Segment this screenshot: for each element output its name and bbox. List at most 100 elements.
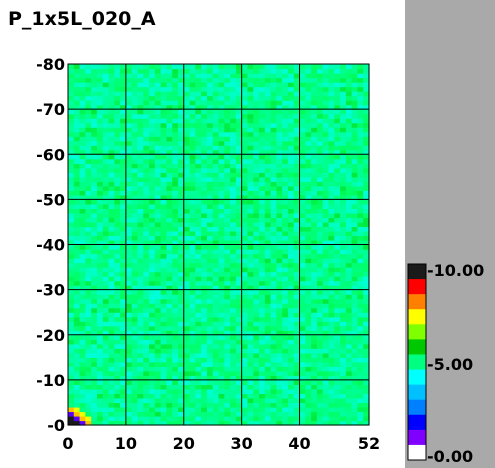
heatmap-cell — [131, 361, 139, 367]
heatmap-cell — [114, 325, 121, 331]
heatmap-cell — [195, 325, 202, 331]
heatmap-cell — [68, 172, 75, 178]
heatmap-cell — [96, 217, 104, 223]
heatmap-cell — [276, 352, 283, 358]
heatmap-cell — [311, 361, 318, 367]
heatmap-cell — [172, 276, 179, 282]
heatmap-cell — [311, 352, 318, 358]
heatmap-cell — [276, 239, 283, 246]
heatmap-cell — [328, 334, 335, 340]
heatmap-cell — [259, 118, 266, 124]
heatmap-cell — [224, 271, 231, 277]
heatmap-cell — [241, 375, 249, 381]
heatmap-cell — [183, 145, 191, 151]
heatmap-cell — [102, 393, 110, 399]
heatmap-cell — [340, 397, 347, 404]
heatmap-cell — [345, 226, 353, 232]
heatmap-cell — [201, 167, 208, 173]
heatmap-cell — [212, 208, 220, 214]
heatmap-cell — [96, 339, 104, 345]
heatmap-cell — [282, 64, 289, 70]
heatmap-cell — [322, 77, 330, 83]
heatmap-cell — [270, 122, 277, 128]
heatmap-cell — [311, 176, 318, 182]
heatmap-cell — [235, 352, 243, 358]
heatmap-cell — [131, 167, 139, 173]
heatmap-cell — [108, 321, 115, 327]
heatmap-cell — [177, 249, 185, 255]
heatmap-cell — [137, 397, 144, 404]
heatmap-cell — [189, 303, 196, 309]
heatmap-cell — [224, 285, 231, 291]
heatmap-cell — [120, 100, 127, 106]
heatmap-cell — [96, 91, 104, 97]
heatmap-cell — [340, 276, 347, 282]
heatmap-cell — [264, 334, 272, 340]
heatmap-cell — [311, 244, 318, 250]
heatmap-cell — [160, 280, 168, 286]
heatmap-cell — [73, 357, 81, 363]
heatmap-cell — [189, 185, 196, 191]
heatmap-cell — [299, 370, 306, 376]
heatmap-cell — [264, 118, 272, 124]
heatmap-cell — [68, 330, 75, 336]
heatmap-cell — [293, 285, 301, 291]
heatmap-cell — [218, 136, 225, 142]
heatmap-cell — [73, 406, 81, 413]
y-tick-label: -10 — [36, 371, 65, 390]
heatmap-cell — [114, 185, 121, 191]
heatmap-cell — [206, 64, 214, 70]
heatmap-cell — [154, 95, 162, 101]
heatmap-cell — [114, 158, 121, 164]
heatmap-cell — [264, 181, 272, 187]
heatmap-cell — [293, 321, 301, 327]
heatmap-cell — [299, 411, 306, 417]
heatmap-cell — [212, 366, 220, 372]
heatmap-cell — [131, 375, 139, 381]
heatmap-cell — [195, 64, 202, 70]
heatmap-cell — [299, 91, 306, 97]
heatmap-cell — [154, 321, 162, 327]
heatmap-cell — [218, 194, 225, 200]
heatmap-cell — [143, 239, 150, 246]
heatmap-cell — [154, 145, 162, 151]
heatmap-cell — [102, 352, 110, 358]
heatmap-cell — [120, 230, 127, 237]
heatmap-cell — [79, 415, 86, 422]
heatmap-cell — [166, 131, 173, 137]
heatmap-cell — [149, 258, 156, 264]
heatmap-cell — [91, 230, 98, 237]
heatmap-cell — [154, 167, 162, 173]
heatmap-cell — [334, 402, 341, 408]
heatmap-cell — [108, 253, 115, 259]
heatmap-cell — [114, 271, 121, 277]
heatmap-cell — [218, 163, 225, 169]
heatmap-cell — [201, 194, 208, 200]
heatmap-cell — [311, 194, 318, 200]
heatmap-cell — [154, 406, 162, 413]
heatmap-cell — [299, 221, 306, 228]
heatmap-cell — [102, 217, 110, 223]
heatmap-cell — [253, 370, 260, 376]
heatmap-cell — [218, 82, 225, 88]
heatmap-cell — [143, 221, 150, 228]
heatmap-cell — [247, 190, 254, 196]
heatmap-cell — [125, 77, 133, 83]
heatmap-cell — [177, 325, 185, 331]
heatmap-cell — [96, 176, 104, 182]
heatmap-cell — [149, 208, 156, 214]
heatmap-cell — [230, 86, 237, 92]
heatmap-cell — [143, 393, 150, 399]
heatmap-cell — [276, 411, 283, 417]
heatmap-cell — [125, 68, 133, 74]
x-tick-label: 10 — [115, 434, 137, 453]
heatmap-cell — [149, 167, 156, 173]
heatmap-cell — [293, 253, 301, 259]
heatmap-cell — [357, 86, 364, 92]
heatmap-cell — [264, 276, 272, 282]
heatmap-cell — [91, 388, 98, 395]
heatmap-cell — [160, 145, 168, 151]
heatmap-cell — [264, 235, 272, 241]
heatmap-cell — [328, 181, 335, 187]
heatmap-cell — [322, 199, 330, 205]
